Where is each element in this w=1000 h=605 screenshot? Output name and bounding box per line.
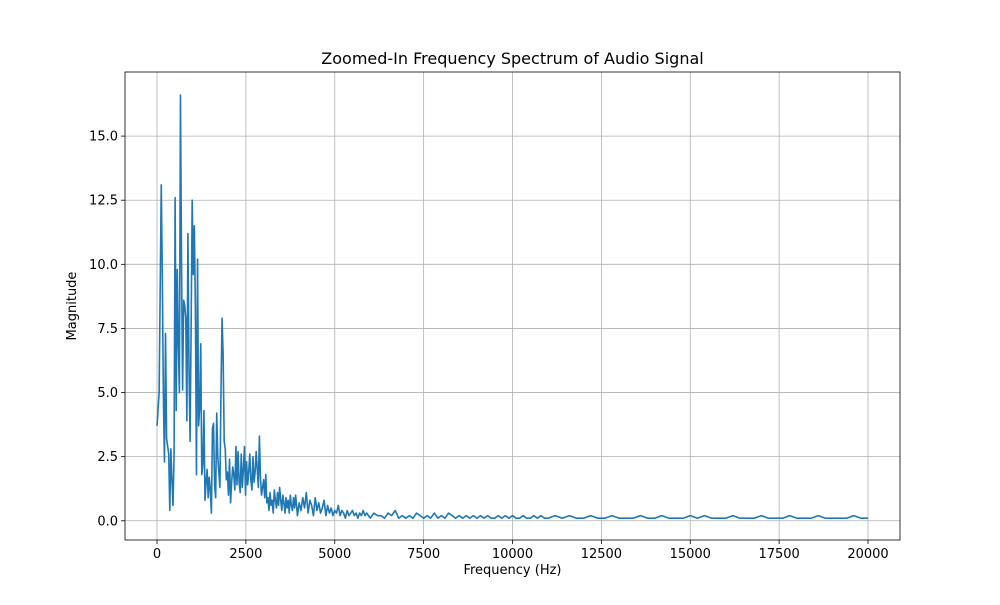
chart-title: Zoomed-In Frequency Spectrum of Audio Si… (321, 49, 703, 68)
x-tick-label: 0 (153, 547, 161, 562)
x-tick-label: 2500 (229, 547, 262, 562)
x-tick-label: 20000 (847, 547, 888, 562)
x-tick-label: 7500 (407, 547, 440, 562)
x-tick-label: 17500 (758, 547, 799, 562)
y-tick-label: 15.0 (89, 130, 118, 145)
x-tick-label: 15000 (670, 547, 711, 562)
y-tick-label: 7.5 (97, 322, 118, 337)
y-tick-label: 5.0 (97, 386, 118, 401)
axis-ticks: 0 2500 5000 7500 10000 12500 15000 17500 20000 0.… (89, 130, 889, 562)
y-tick-label: 0.0 (97, 514, 118, 529)
y-tick-label: 2.5 (97, 450, 118, 465)
grid (125, 72, 900, 540)
spectrum-line (156, 94, 868, 520)
x-axis-label: Frequency (Hz) (463, 563, 561, 578)
plot-frame (124, 71, 901, 541)
series (156, 94, 868, 520)
x-tick-label: 12500 (581, 547, 622, 562)
y-tick-label: 12.5 (89, 194, 118, 209)
x-tick-label: 5000 (318, 547, 351, 562)
y-tick-label: 10.0 (89, 258, 118, 273)
y-axis-label: Magnitude (65, 272, 80, 341)
x-tick-label: 10000 (492, 547, 533, 562)
